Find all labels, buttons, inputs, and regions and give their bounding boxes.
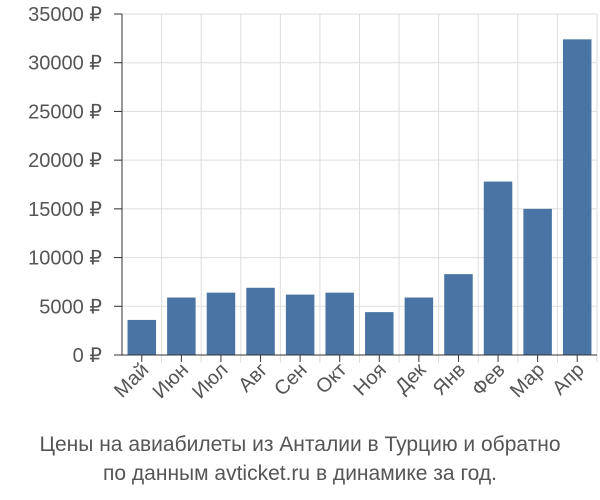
y-tick-label: 35000 ₽ <box>28 4 102 26</box>
x-tick-label: Авг <box>234 359 272 397</box>
caption-line-1: Цены на авиабилеты из Анталии в Турцию и… <box>39 433 561 456</box>
bar-3 <box>206 292 236 355</box>
y-tick-label: 20000 ₽ <box>28 150 102 172</box>
bars <box>127 39 592 356</box>
x-tick-label: Сен <box>270 359 311 400</box>
x-tick-label: Мар <box>506 359 549 402</box>
y-tick-label: 10000 ₽ <box>28 248 102 270</box>
bar-chart: 0 ₽ 5000 ₽ 10000 ₽ 15000 ₽ 20000 ₽ 25000 ₽ 300… <box>28 4 598 403</box>
y-tick-label: 0 ₽ <box>73 345 103 367</box>
bar-5 <box>285 294 315 355</box>
x-tick-label: Апр <box>548 359 589 400</box>
x-tick-label: Июн <box>149 359 193 403</box>
bar-11 <box>523 208 552 355</box>
x-tick-label: Ноя <box>350 359 391 400</box>
chart-caption: Цены на авиабилеты из Анталии в Турцию и… <box>0 430 600 488</box>
x-tick-label: Май <box>110 359 153 402</box>
bar-7 <box>365 312 394 355</box>
y-tick-labels: 0 ₽ 5000 ₽ 10000 ₽ 15000 ₽ 20000 ₽ 25000 ₽ 300… <box>28 4 102 367</box>
y-tick-label: 15000 ₽ <box>28 199 102 221</box>
bar-10 <box>483 181 513 355</box>
y-tick-label: 30000 ₽ <box>28 53 102 75</box>
x-tick-label: Дек <box>391 359 430 398</box>
bar-2 <box>167 297 196 355</box>
y-tick-label: 25000 ₽ <box>28 101 102 123</box>
x-tick-label: Окт <box>312 359 351 398</box>
x-tick-label: Янв <box>429 359 470 400</box>
grid-lines <box>114 13 598 363</box>
axes <box>114 13 597 362</box>
bar-8 <box>404 297 434 355</box>
bar-6 <box>325 292 354 355</box>
bar-1 <box>127 319 157 355</box>
bar-4 <box>246 287 275 355</box>
bar-12 <box>562 39 592 356</box>
x-tick-label: Фев <box>468 359 510 401</box>
bar-9 <box>444 274 473 355</box>
caption-line-2: по данным avticket.ru в динамике за год. <box>103 462 497 485</box>
x-tick-label: Июл <box>188 359 232 403</box>
y-tick-label: 5000 ₽ <box>39 296 102 318</box>
